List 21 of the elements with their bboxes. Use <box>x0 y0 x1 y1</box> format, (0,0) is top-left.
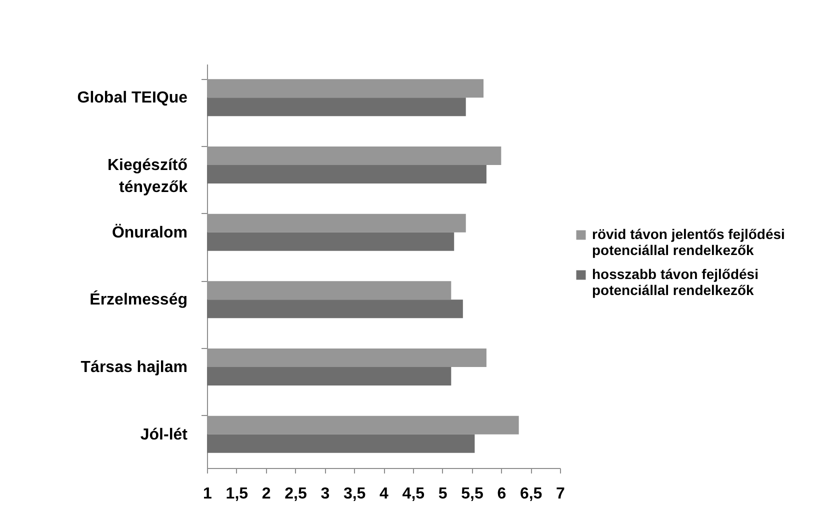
x-tick-label: 4 <box>380 486 389 502</box>
x-tick-label: 6,5 <box>520 486 542 502</box>
y-tick-label: Társas hajlam <box>80 359 188 376</box>
x-tick-label: 6 <box>497 486 506 502</box>
x-tick-label: 3 <box>320 486 330 502</box>
x-tick-label: 5,5 <box>461 486 484 502</box>
x-tick-label: 2,5 <box>284 486 307 502</box>
legend-label: rövid távon jelentős fejlődési potenciállal rendelkezők <box>592 226 785 258</box>
x-tick-label: 2 <box>262 486 271 502</box>
x-tick-label: 3,5 <box>343 486 366 502</box>
y-tick-label: Global TEIQue <box>77 90 188 107</box>
x-tick-label: 4,5 <box>402 486 425 502</box>
legend-label: hosszabb távon fejlődési potenciállal rendelkezők <box>592 266 758 298</box>
x-tick-label: 1,5 <box>226 486 248 502</box>
x-tick-label: 5 <box>438 486 448 502</box>
x-tick-label: 7 <box>556 486 566 502</box>
y-tick-label: Jól-lét <box>140 426 188 444</box>
x-tick-label: 1 <box>203 486 212 502</box>
y-tick-label: Érzelmesség <box>90 290 188 309</box>
y-tick-label: Kiegészítő tényezők <box>107 157 188 196</box>
y-tick-label: Önuralom <box>112 223 188 242</box>
